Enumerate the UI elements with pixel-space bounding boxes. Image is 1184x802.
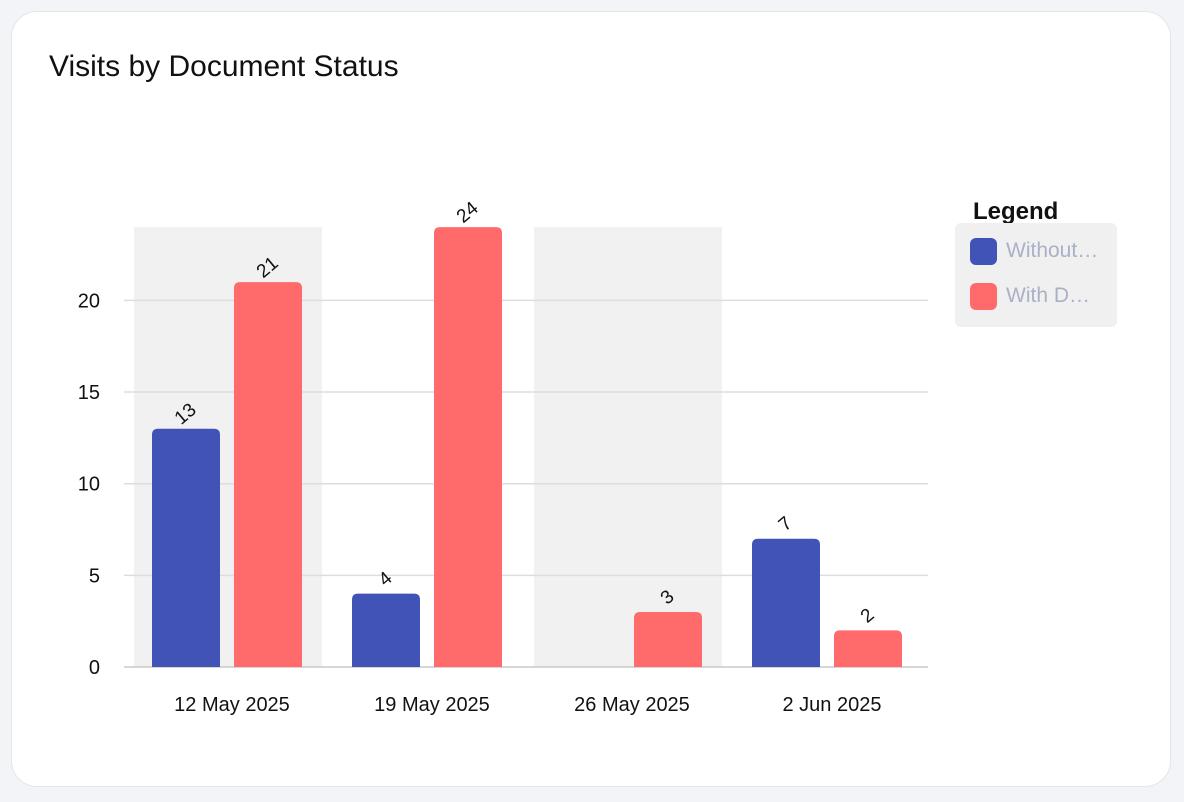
bar — [352, 593, 420, 667]
bar — [434, 227, 502, 667]
chart-title: Visits by Document Status — [49, 50, 399, 83]
data-label: 24 — [453, 198, 483, 228]
y-tick-label: 20 — [78, 290, 100, 312]
legend: Without… With D… — [955, 223, 1117, 327]
y-tick-label: 10 — [78, 474, 100, 496]
legend-item-without[interactable]: Without… — [970, 237, 1099, 265]
legend-swatch-without — [970, 237, 997, 265]
y-tick-label: 5 — [89, 565, 100, 587]
chart-card: Visits by Document Status 0 5 10 15 20 13 4 7 2… — [11, 11, 1171, 787]
x-tick-label: 2 Jun 2025 — [783, 694, 882, 716]
data-label: 2 — [857, 605, 879, 628]
bar — [752, 538, 820, 667]
x-tick-label: 19 May 2025 — [374, 694, 490, 716]
legend-title: Legend — [973, 198, 1059, 225]
x-tick-label: 26 May 2025 — [574, 694, 690, 716]
legend-label-with: With D… — [1006, 284, 1090, 307]
legend-item-with[interactable]: With D… — [970, 282, 1090, 310]
y-tick-label: 15 — [78, 382, 100, 404]
data-label: 4 — [375, 568, 397, 591]
bar — [152, 428, 220, 667]
bar — [234, 282, 302, 667]
legend-swatch-with — [970, 282, 997, 310]
legend-label-without: Without… — [1006, 239, 1099, 262]
bar — [634, 612, 702, 667]
x-tick-label: 12 May 2025 — [174, 694, 290, 716]
y-tick-label: 0 — [89, 657, 100, 679]
bar — [834, 630, 902, 667]
data-label: 7 — [775, 513, 797, 536]
category-band — [534, 227, 722, 667]
